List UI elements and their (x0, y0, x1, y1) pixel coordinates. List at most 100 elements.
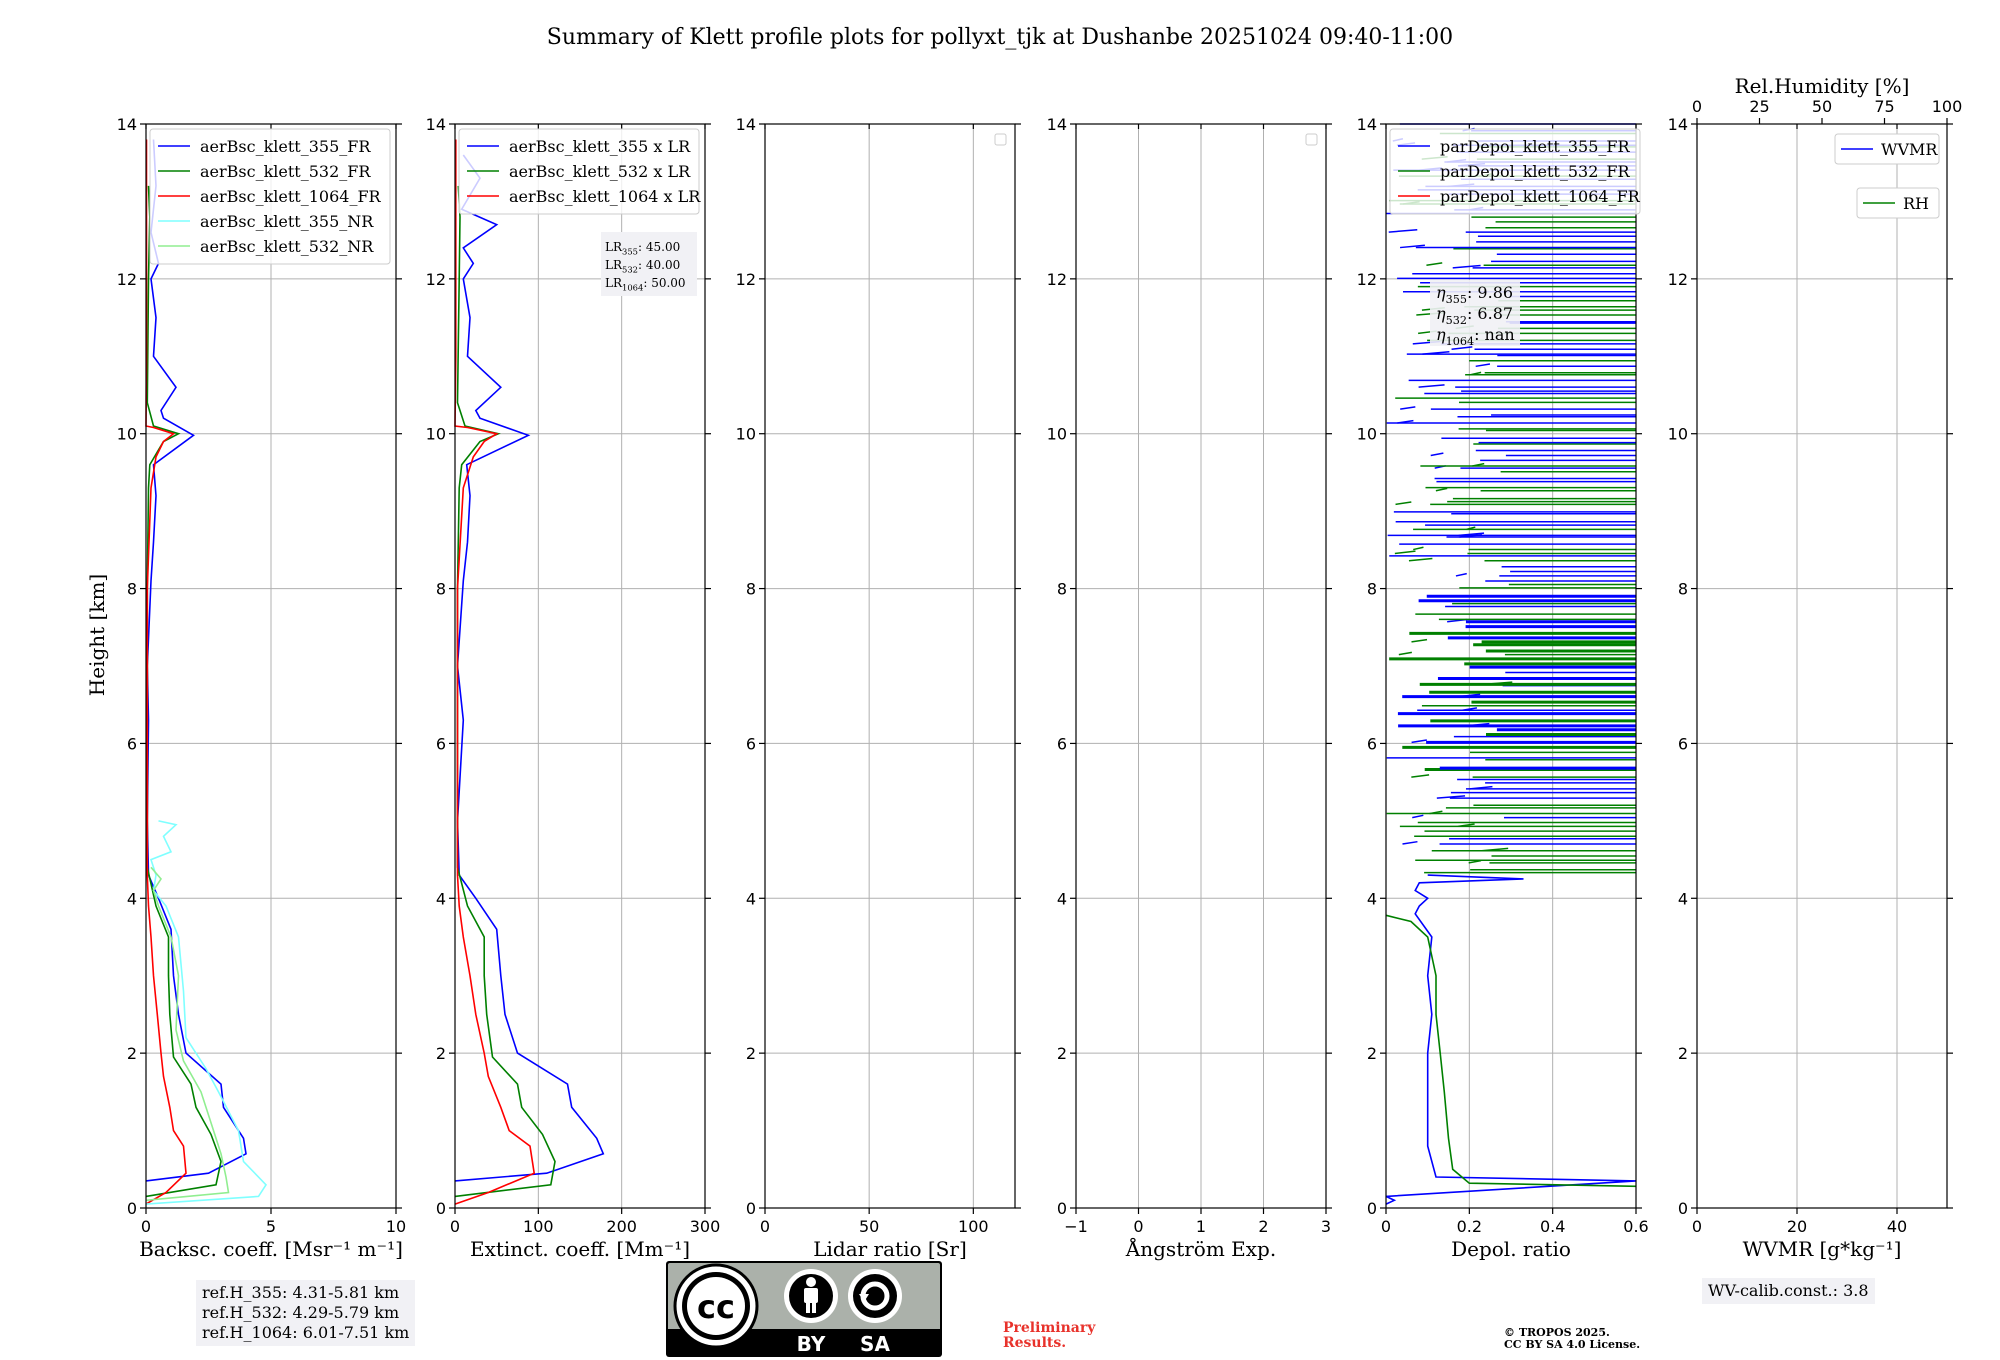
annotation-line: η355: 9.86 (1436, 283, 1513, 306)
y-tick-label: 14 (426, 115, 446, 134)
depol-noise-segment (1400, 406, 1416, 410)
x-tick-label: 0 (1692, 1217, 1702, 1236)
depol-noise-segment (1466, 722, 1490, 727)
depol-noise-segment (1458, 532, 1485, 537)
depol-noise-segment (1483, 681, 1513, 686)
y-tick-label: 8 (1057, 580, 1067, 599)
cc-sa-label: SA (860, 1332, 890, 1356)
legend: aerBsc_klett_355 x LR aerBsc_klett_532 x … (458, 128, 701, 215)
depol-noise-segment (1399, 244, 1425, 249)
annotation-background (601, 232, 697, 296)
depol-noise-segment (1411, 774, 1430, 778)
series-line-aerBsc_klett_532 x LR (454, 185, 556, 1198)
depol-noise-segment (1388, 229, 1418, 233)
depol-noise-segment (1458, 693, 1481, 698)
x-tick-label: 40 (1887, 1217, 1907, 1236)
cc-icon: cc (673, 1263, 759, 1349)
depol-noise-segment (1451, 346, 1473, 350)
share-alike-icon (848, 1269, 902, 1323)
depol-noise-segment (1418, 384, 1445, 388)
y-tick-label: 14 (1047, 115, 1067, 134)
cc-by-sa-badge: cc BY SA (666, 1261, 942, 1357)
legend-entry: parDepol_klett_1064_FR (1440, 187, 1641, 206)
legend-entry: parDepol_klett_532_FR (1440, 162, 1631, 181)
x-tick-label: 50 (859, 1217, 879, 1236)
x-tick-label: 0 (1381, 1217, 1391, 1236)
legend-entry: WVMR (1881, 140, 1938, 159)
top-axis-label: Rel.Humidity [%] (1735, 74, 1910, 98)
x-axis-label: Extinct. coeff. [Mm⁻¹] (470, 1237, 690, 1261)
depol-noise-segment (1429, 810, 1443, 815)
legend (994, 133, 1007, 146)
depol-noise-segment (1411, 638, 1428, 643)
depol-noise-segment (1430, 452, 1444, 457)
depol-noise-segment (1462, 707, 1478, 711)
x-tick-label: 300 (690, 1217, 721, 1236)
annotation-line: η532: 6.87 (1436, 304, 1513, 327)
y-tick-label: 4 (746, 889, 756, 908)
annotation-line: LR532: 40.00 (605, 258, 680, 275)
depol-noise-segment (1455, 572, 1467, 577)
x-tick-label: 0 (450, 1217, 460, 1236)
depol-noise-segment (1472, 462, 1485, 467)
y-tick-label: 6 (436, 734, 446, 753)
legend-entry: aerBsc_klett_355_NR (200, 212, 374, 231)
panel-depol: 0 0.2 0.4 0.6 0 2 4 6 8 10 12 14 Depol. ratio parDepo… (1357, 115, 1649, 1261)
annotation-line: LR355: 45.00 (605, 240, 680, 257)
series-line-aerBsc_klett_532_FR (145, 185, 222, 1198)
annotation-line: η1064: nan (1436, 325, 1515, 348)
legend-entry: aerBsc_klett_532_FR (200, 162, 371, 181)
legend-entry: aerBsc_klett_532 x LR (509, 162, 691, 181)
y-tick-label: 6 (127, 734, 137, 753)
x-tick-label: 0.2 (1457, 1217, 1482, 1236)
y-tick-label: 8 (1367, 580, 1377, 599)
x-tick-label: 10 (386, 1217, 406, 1236)
y-tick-label: 0 (436, 1199, 446, 1218)
top-x-tick-label: 100 (1932, 97, 1963, 116)
y-tick-label: 12 (1357, 270, 1377, 289)
legend-box (458, 128, 700, 215)
y-tick-label: 2 (746, 1044, 756, 1063)
x-axis-label: Lidar ratio [Sr] (813, 1237, 967, 1261)
panel-lr: 0 50 100 0 2 4 6 8 10 12 14 Lidar ratio [Sr] (736, 115, 1021, 1261)
x-tick-label: 20 (1787, 1217, 1807, 1236)
legend-entry: aerBsc_klett_1064 x LR (509, 187, 701, 206)
annotation-background (1430, 280, 1520, 346)
x-tick-label: 100 (958, 1217, 989, 1236)
x-axis-label: Backsc. coeff. [Msr⁻¹ m⁻¹] (139, 1237, 403, 1261)
legend (1305, 133, 1318, 146)
panel-bsc: 0 5 10 0 2 4 6 8 10 12 14 Backsc. coeff. [Msr⁻¹ m⁻¹… (117, 115, 407, 1261)
legend-box (1389, 128, 1641, 215)
y-tick-label: 6 (1367, 734, 1377, 753)
legend-entry: RH (1903, 194, 1929, 213)
panel-ext: 0 100 200 300 0 2 4 6 8 10 12 14 Extinct. coeff. [Mm… (426, 115, 721, 1261)
depol-noise-segment (1395, 501, 1412, 506)
depol-noise-segment (1466, 526, 1476, 531)
depol-noise-segment (1436, 795, 1466, 799)
y-tick-label: 10 (1668, 425, 1688, 444)
legend-box (1856, 187, 1940, 219)
x-axis-label: WVMR [g*kg⁻¹] (1743, 1237, 1902, 1261)
y-tick-label: 8 (746, 580, 756, 599)
depol-noise-segment (1413, 546, 1424, 551)
depol-noise-segment (1452, 264, 1481, 269)
copyright-line-2: CC BY SA 4.0 License. (1504, 1338, 1641, 1351)
y-tick-label: 10 (1047, 425, 1067, 444)
y-tick-label: 8 (436, 580, 446, 599)
y-tick-label: 0 (1367, 1199, 1377, 1218)
top-x-tick-label: 75 (1874, 97, 1894, 116)
y-tick-label: 0 (1057, 1199, 1067, 1218)
refh-355: ref.H_355: 4.31-5.81 km (202, 1283, 400, 1302)
depol-noise-segment (1408, 557, 1433, 562)
y-tick-label: 2 (1057, 1044, 1067, 1063)
plot-frame (764, 123, 1016, 1209)
top-x-tick-label: 25 (1749, 97, 1769, 116)
refh-532: ref.H_532: 4.29-5.79 km (202, 1303, 400, 1322)
y-tick-label: 0 (746, 1199, 756, 1218)
series-line-aerBsc_klett_1064 x LR (454, 139, 536, 1205)
y-tick-label: 10 (1357, 425, 1377, 444)
preliminary-line-1: Preliminary (1003, 1320, 1096, 1336)
x-tick-label: 0 (1133, 1217, 1143, 1236)
y-tick-label: 10 (426, 425, 446, 444)
plot-frame (1385, 123, 1637, 1209)
